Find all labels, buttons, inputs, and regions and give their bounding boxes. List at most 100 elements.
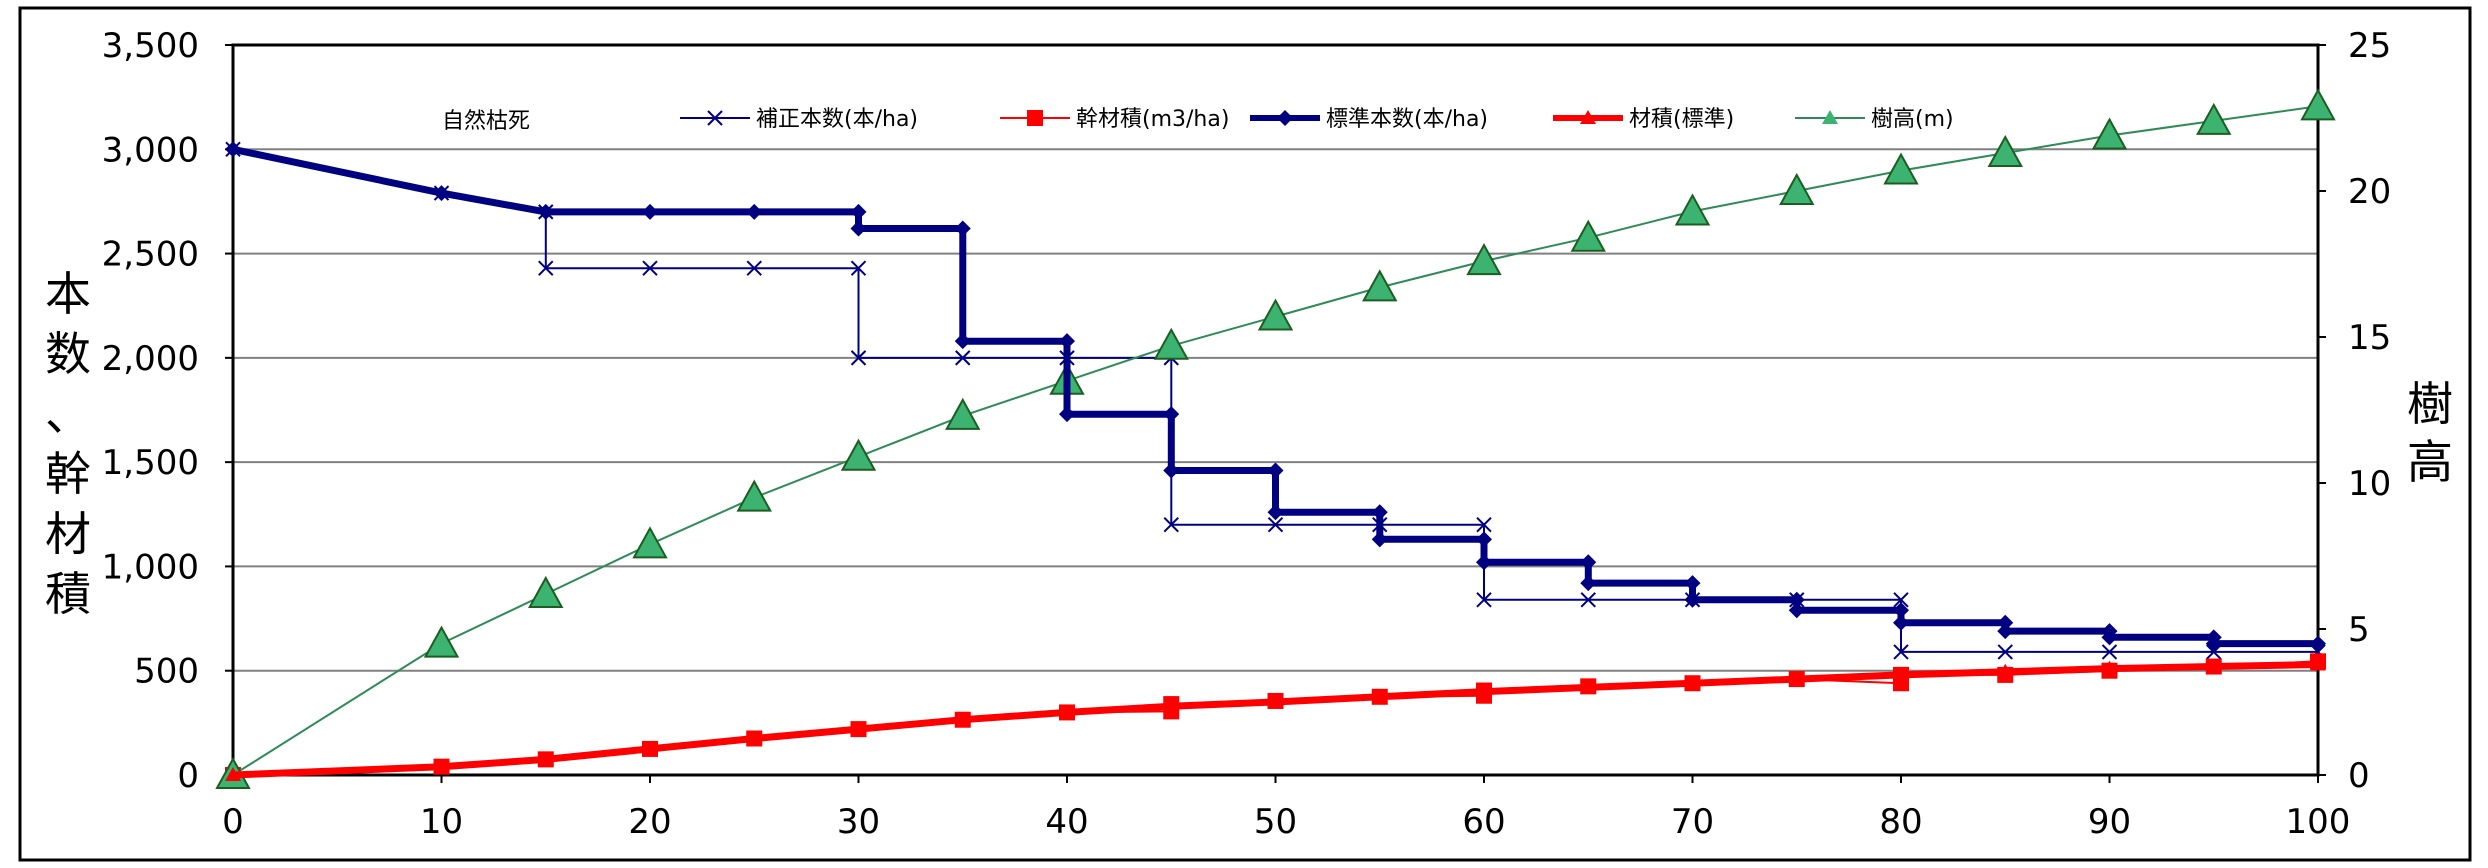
- data-point: [1476, 531, 1492, 548]
- data-point: [1267, 504, 1284, 521]
- data-point: [1893, 602, 1909, 619]
- data-point: [746, 260, 762, 276]
- data-point: [2300, 88, 2336, 121]
- data-point: [1163, 462, 1180, 479]
- data-point: [1684, 591, 1701, 608]
- data-point: [1997, 623, 2014, 640]
- legend-entry: 補正本数(本/ha): [680, 107, 918, 132]
- axis-title-char: 高: [2407, 435, 2453, 489]
- data-point: [1371, 531, 1388, 548]
- data-point: [1684, 575, 1701, 592]
- data-point: [1580, 554, 1597, 571]
- x-tick-label: 100: [2286, 802, 2351, 842]
- data-point: [2101, 660, 2118, 675]
- series-4: [215, 88, 2336, 789]
- axis-title-char: 本: [45, 267, 91, 321]
- data-point: [850, 220, 867, 237]
- data-point: [1371, 688, 1388, 703]
- data-point: [1997, 644, 2013, 660]
- marker-stroke: [642, 260, 658, 276]
- marker-stroke: [1997, 644, 2013, 660]
- x-tick-label: 90: [2088, 802, 2131, 842]
- marker-stroke: [538, 260, 554, 276]
- data-point: [1371, 504, 1388, 521]
- legend-swatch-marker: [707, 110, 723, 126]
- data-point: [1570, 219, 1606, 252]
- legend-swatch-marker: [1580, 110, 1596, 124]
- marker-stroke: [1267, 517, 1284, 533]
- y-right-tick-label: 25: [2348, 26, 2391, 66]
- data-point: [433, 185, 450, 202]
- series-0: [225, 141, 2326, 660]
- data-point: [537, 751, 554, 766]
- legend-label: 材積(標準): [1629, 107, 1734, 132]
- data-point: [1580, 679, 1597, 694]
- data-point: [746, 203, 763, 220]
- series-3: [225, 656, 2326, 781]
- data-point: [1580, 575, 1597, 592]
- marker-stroke: [2101, 644, 2118, 660]
- y-left-tick-label: 0: [177, 756, 199, 796]
- data-point: [225, 767, 241, 781]
- data-point: [954, 220, 971, 237]
- data-point: [1476, 517, 1492, 533]
- data-point: [642, 740, 658, 755]
- data-point: [632, 526, 668, 559]
- y-left-tick-label: 2,000: [102, 339, 199, 379]
- data-point: [1883, 152, 1919, 185]
- marker-stroke: [955, 350, 971, 366]
- data-point: [1362, 269, 1398, 302]
- legend: 補正本数(本/ha) 幹材積(m3/ha) 標準本数(本/ha) 材積(標準) 樹高(m…: [680, 107, 1954, 132]
- data-point: [736, 479, 772, 512]
- marker-stroke: [1476, 517, 1492, 533]
- y-right-tick-label: 15: [2348, 318, 2391, 358]
- marker-stroke: [746, 260, 762, 276]
- data-point: [850, 721, 867, 736]
- data-point: [2310, 656, 2326, 671]
- marker-stroke: [850, 260, 867, 276]
- y-right-tick-label: 0: [2348, 756, 2370, 796]
- data-point: [2206, 644, 2222, 660]
- data-point: [1684, 675, 1701, 690]
- legend-label: 標準本数(本/ha): [1326, 107, 1488, 132]
- legend-label: 補正本数(本/ha): [756, 107, 918, 132]
- legend-swatch-marker: [1277, 110, 1293, 126]
- y-right-tick-label: 20: [2348, 172, 2391, 212]
- axis-title-char: 積: [45, 567, 91, 621]
- y-left-tick-label: 3,000: [102, 130, 199, 170]
- data-point: [1267, 462, 1284, 479]
- data-point: [1163, 517, 1179, 533]
- data-point: [1059, 704, 1075, 719]
- legend-swatch-marker: [1822, 110, 1838, 124]
- data-point: [850, 350, 867, 366]
- data-point: [945, 397, 981, 430]
- x-tick-label: 60: [1462, 802, 1505, 842]
- x-tick-label: 80: [1879, 802, 1922, 842]
- data-point: [1267, 517, 1284, 533]
- axes: 05001,0001,5002,0002,5003,0003,500051015…: [102, 26, 2392, 842]
- data-point: [1257, 298, 1294, 331]
- data-point: [1163, 406, 1180, 423]
- data-point: [1893, 644, 1909, 660]
- data-point: [2101, 644, 2118, 660]
- y-left-tick-label: 2,500: [102, 235, 199, 275]
- marker-stroke: [1476, 592, 1492, 608]
- x-tick-label: 0: [222, 802, 244, 842]
- series-line: [232, 105, 2319, 776]
- axis-title-char: 幹: [45, 447, 91, 501]
- data-point: [1059, 406, 1075, 423]
- data-point: [954, 711, 971, 726]
- data-point: [1893, 614, 1909, 631]
- data-point: [2205, 658, 2222, 673]
- data-point: [1779, 172, 1815, 205]
- axis-title-char: 材: [45, 507, 91, 561]
- marker-stroke: [1580, 592, 1596, 608]
- marker-stroke: [1893, 644, 1909, 660]
- series-line: [232, 661, 2319, 779]
- data-point: [1163, 698, 1180, 713]
- legend-entry: 材積(標準): [1553, 107, 1734, 132]
- data-point: [1788, 671, 1805, 686]
- legend-entry: 樹高(m): [1795, 107, 1954, 132]
- data-point: [225, 141, 241, 158]
- marker-stroke: [707, 110, 723, 126]
